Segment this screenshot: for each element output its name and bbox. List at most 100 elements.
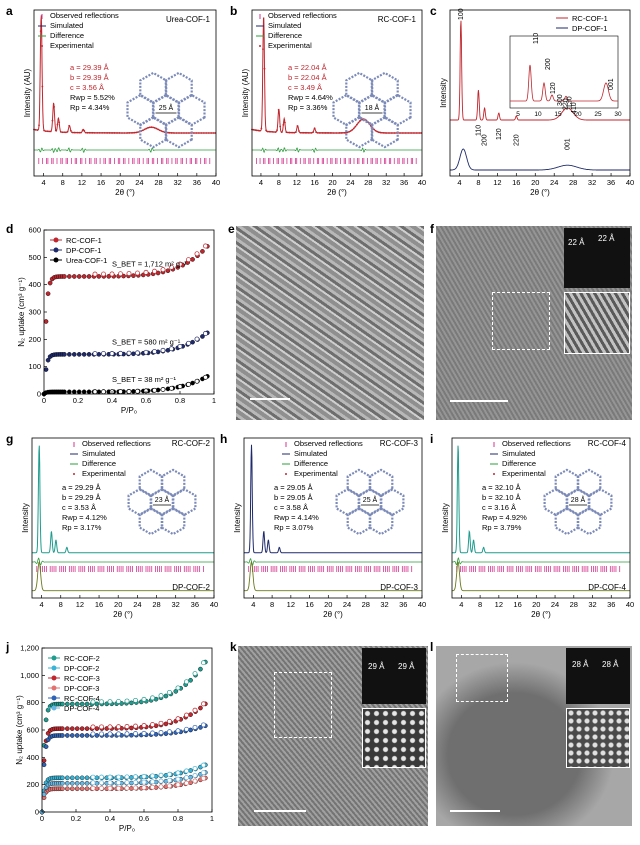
legend-marker bbox=[51, 705, 57, 711]
desorption-point bbox=[201, 701, 206, 707]
fft-inset-l: 28 Å 28 Å bbox=[566, 648, 630, 704]
lattice-parameter: c = 3.49 Å bbox=[288, 83, 322, 92]
adsorption-point bbox=[94, 786, 100, 792]
desorption-point bbox=[90, 774, 96, 780]
desorption-point bbox=[177, 343, 183, 349]
x-tick-label: 28 bbox=[569, 178, 577, 187]
lattice-parameter: Rwp = 4.92% bbox=[482, 513, 527, 522]
adsorption-point bbox=[62, 389, 67, 395]
legend-label: DP-COF-1 bbox=[572, 24, 607, 33]
framework-pore bbox=[126, 93, 155, 127]
desorption-point bbox=[158, 784, 164, 790]
adsorption-point bbox=[71, 274, 77, 279]
plot-frame bbox=[251, 9, 423, 177]
adsorption-point bbox=[47, 280, 53, 286]
peak-index-dp: 220 bbox=[513, 134, 520, 146]
adsorption-point bbox=[84, 775, 90, 781]
difference-curve bbox=[34, 147, 216, 154]
desorption-point bbox=[107, 774, 113, 780]
desorption-point bbox=[99, 785, 104, 791]
y-tick-label: 1,200 bbox=[20, 644, 39, 653]
adsorption-point bbox=[79, 775, 85, 781]
peak-index-rc: 410 bbox=[571, 102, 578, 114]
desorption-point bbox=[118, 350, 123, 356]
x-tick-label: 40 bbox=[418, 178, 426, 187]
x-tick-label: 0 bbox=[42, 396, 46, 405]
desorption-point bbox=[141, 696, 147, 702]
legend-label: RC-COF-1 bbox=[66, 236, 102, 245]
framework-pore bbox=[543, 487, 569, 517]
legend-label: RC-COF-1 bbox=[572, 14, 608, 23]
pore-size-label: 18 Å bbox=[365, 103, 380, 112]
y-axis-label: Intensity bbox=[21, 503, 30, 533]
desorption-point bbox=[133, 723, 138, 729]
x-tick-label: 28 bbox=[364, 178, 372, 187]
desorption-point bbox=[201, 762, 206, 768]
x-tick-label: 20 bbox=[328, 178, 336, 187]
adsorption-point bbox=[43, 744, 49, 749]
framework-pore bbox=[346, 468, 372, 498]
adsorption-point bbox=[188, 774, 193, 780]
x-axis-label: P/P₀ bbox=[119, 824, 135, 833]
x-tick-label: 16 bbox=[95, 600, 103, 609]
desorption-point bbox=[169, 346, 174, 352]
adsorption-point bbox=[41, 791, 47, 797]
legend-swatch-exp bbox=[259, 45, 261, 47]
desorption-point bbox=[194, 378, 200, 384]
y-tick-label: 500 bbox=[28, 253, 41, 262]
y-tick-label: 200 bbox=[26, 780, 39, 789]
lattice-parameter: a = 29.05 Å bbox=[274, 483, 313, 492]
tem-image-l: 28 Å 28 Å bbox=[436, 646, 632, 826]
adsorption-point bbox=[131, 389, 136, 394]
x-tick-label: 28 bbox=[152, 600, 160, 609]
legend-label: Experimental bbox=[294, 469, 338, 478]
desorption-point bbox=[175, 728, 181, 734]
legend-swatch-exp bbox=[41, 45, 43, 47]
inset-tick-label: 30 bbox=[614, 111, 622, 118]
desorption-point bbox=[194, 251, 200, 257]
peak-index-dp: 200 bbox=[482, 134, 489, 146]
lattice-parameter: b = 22.04 Å bbox=[288, 73, 327, 82]
lattice-parameter: b = 32.10 Å bbox=[482, 493, 521, 502]
lattice-parameter: Rp = 3.17% bbox=[62, 523, 102, 532]
x-tick-label: 36 bbox=[399, 600, 407, 609]
framework-structure bbox=[127, 468, 197, 536]
pxrd-chart-i: 4 8 12 16 20 24 28 32 36 40 2θ (°) Intensity Observe… bbox=[441, 437, 634, 619]
pore-size-label: 25 Å bbox=[159, 103, 174, 112]
adsorption-point bbox=[188, 780, 193, 785]
adsorption-point bbox=[188, 712, 193, 717]
series-dp-cof-1 bbox=[450, 148, 630, 171]
adsorption-point bbox=[65, 726, 70, 731]
adsorption-point bbox=[45, 291, 51, 296]
pxrd-chart-c: 5 10 15 20 25 3010011020012030022013041000111… bbox=[439, 8, 634, 197]
adsorption-point bbox=[104, 701, 110, 707]
legend-label: Observed reflections bbox=[268, 11, 337, 20]
adsorption-point bbox=[62, 274, 67, 279]
panel-label-a: a bbox=[6, 4, 13, 18]
legend-label: Simulated bbox=[502, 449, 535, 458]
adsorption-point bbox=[94, 775, 100, 781]
adsorption-point bbox=[190, 380, 195, 386]
legend-label: Observed reflections bbox=[50, 11, 119, 20]
legend-marker bbox=[51, 685, 57, 691]
desorption-point bbox=[90, 731, 96, 737]
framework-structure bbox=[332, 71, 412, 149]
adsorption-point bbox=[84, 726, 90, 731]
desorption-point bbox=[124, 785, 130, 791]
x-tick-label: 16 bbox=[97, 178, 105, 187]
lattice-parameter: Rp = 4.34% bbox=[70, 103, 110, 112]
peak-index-rc: 120 bbox=[550, 82, 557, 94]
adsorption-point bbox=[74, 775, 80, 781]
desorption-point bbox=[201, 722, 206, 728]
legend-label: DP-COF-3 bbox=[64, 684, 99, 693]
adsorption-point bbox=[129, 725, 134, 731]
fft-d-spacing-1: 22 Å bbox=[568, 238, 585, 247]
desorption-point bbox=[141, 785, 147, 791]
framework-pore bbox=[138, 506, 164, 536]
peak-index-rc: 200 bbox=[545, 58, 552, 70]
adsorption-point bbox=[65, 701, 70, 707]
panel-label-d: d bbox=[6, 222, 14, 236]
x-tick-label: 36 bbox=[193, 178, 201, 187]
desorption-point bbox=[184, 726, 189, 732]
desorption-point bbox=[158, 772, 164, 778]
